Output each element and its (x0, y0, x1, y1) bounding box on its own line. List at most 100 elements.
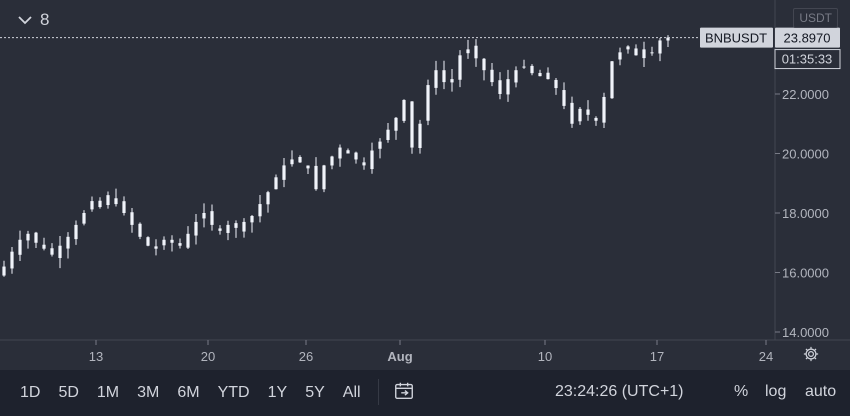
candle-body (346, 150, 350, 154)
candle-body (450, 79, 454, 83)
candle-body (314, 165, 318, 190)
percent-toggle[interactable]: % (734, 383, 749, 400)
candle-body (338, 147, 342, 159)
candle-body (210, 211, 214, 225)
range-5d[interactable]: 5D (58, 384, 79, 401)
candle-body (522, 66, 526, 68)
chevron-down-icon (18, 16, 32, 25)
range-6m[interactable]: 6M (177, 384, 200, 401)
x-tick-label: 10 (538, 349, 552, 364)
candle-body (290, 159, 294, 165)
x-tick-label: 17 (650, 349, 664, 364)
candle-body (426, 85, 430, 121)
candle-body (386, 129, 390, 140)
timezone-clock[interactable]: 23:24:26 (UTC+1) (555, 383, 684, 400)
candle-body (650, 52, 654, 54)
x-tick-label: 24 (759, 349, 773, 364)
candle-body (378, 141, 382, 149)
candle-body (610, 61, 614, 99)
candle-body (50, 248, 54, 255)
legend-toggle[interactable]: 8 (18, 10, 49, 30)
candle-body (162, 239, 166, 246)
date-range-group: 1D 5D 1M 3M 6M YTD 1Y 5Y All (11, 384, 370, 402)
candle-body (394, 117, 398, 131)
candle-body (586, 109, 590, 115)
candle-body (194, 221, 198, 236)
range-3m[interactable]: 3M (137, 384, 160, 401)
candle-body (10, 251, 14, 269)
candle-body (34, 232, 38, 243)
y-tick-label: 14.0000 (782, 325, 829, 340)
candle-body (666, 37, 670, 41)
candle-body (402, 99, 406, 121)
candle-body (298, 156, 302, 163)
countdown-badge (774, 49, 841, 70)
candle-body (146, 237, 150, 246)
candle-body (410, 101, 414, 148)
candle-body (322, 165, 326, 190)
range-ytd[interactable]: YTD (217, 384, 250, 401)
candle-body (570, 102, 574, 124)
candle-body (594, 117, 598, 121)
goto-date-icon[interactable] (393, 380, 415, 407)
candle-body (138, 223, 142, 237)
candle-body (66, 236, 70, 249)
candle-body (626, 46, 630, 50)
chart-area[interactable]: 14.0000 16.0000 18.0000 20.0000 22.0000 13 20 2… (0, 0, 850, 370)
candle-body (90, 201, 94, 210)
candle-body (18, 239, 22, 255)
candle-body (546, 72, 550, 80)
candle-body (202, 213, 206, 219)
symbol-badge-label: BNBUSDT (705, 31, 767, 46)
candle-body (442, 70, 446, 83)
currency-label[interactable]: USDT (793, 8, 838, 28)
candle-body (498, 80, 502, 94)
countdown-label: 01:35:33 (782, 52, 833, 67)
range-all[interactable]: All (342, 384, 361, 401)
bottom-toolbar: 1D 5D 1M 3M 6M YTD 1Y 5Y All (0, 370, 850, 416)
candle-body (186, 233, 190, 248)
y-tick-label: 22.0000 (782, 87, 829, 102)
candle-body (106, 195, 110, 206)
y-tick-label: 18.0000 (782, 206, 829, 221)
x-tick-label: Aug (387, 349, 412, 364)
candle-body (250, 215, 254, 223)
candle-body (602, 96, 606, 123)
settings-gear-icon[interactable] (802, 345, 820, 368)
candle-body (258, 204, 262, 217)
indicator-count: 8 (40, 10, 50, 29)
candle-body (58, 245, 62, 258)
range-5y[interactable]: 5Y (305, 384, 325, 401)
price-badge-label: 23.8970 (784, 31, 831, 46)
candle-body (74, 224, 78, 240)
candle-body (130, 212, 134, 225)
candle-body (306, 165, 310, 169)
candle-body (178, 243, 182, 246)
candle-body (282, 165, 286, 180)
auto-toggle[interactable]: auto (805, 383, 837, 400)
candlestick-chart[interactable]: 14.0000 16.0000 18.0000 20.0000 22.0000 13 20 2… (0, 0, 850, 370)
candle-body (530, 65, 534, 74)
x-tick-label: 13 (89, 349, 103, 364)
candle-body (122, 201, 126, 213)
candle-body (354, 152, 358, 160)
candle-body (578, 108, 582, 122)
y-tick-label: 16.0000 (782, 266, 829, 281)
candle-body (26, 233, 30, 241)
candle-body (98, 200, 102, 208)
log-toggle[interactable]: log (765, 383, 787, 400)
candle-body (506, 79, 510, 95)
range-1m[interactable]: 1M (96, 384, 120, 401)
range-1y[interactable]: 1Y (267, 384, 288, 401)
candle-body (154, 246, 158, 249)
candle-body (418, 123, 422, 148)
range-1d[interactable]: 1D (20, 384, 41, 401)
symbol-badge (700, 27, 773, 48)
candle-body (274, 177, 278, 190)
candle-body (562, 90, 566, 106)
candle-body (370, 150, 374, 170)
candle-body (466, 49, 470, 54)
candle-body (658, 40, 662, 54)
candle-body (114, 198, 118, 205)
